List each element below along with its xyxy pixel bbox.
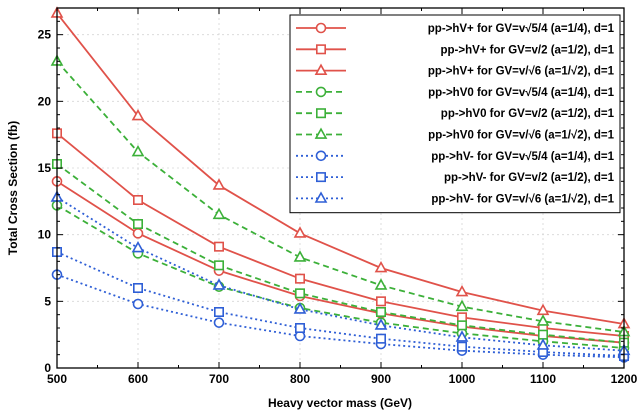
data-point-1-600 xyxy=(132,228,144,239)
legend-entry-2: pp->hV+ for GV=v/2 (a=1/2), d=1 xyxy=(296,44,615,56)
data-point-3-900 xyxy=(374,260,388,273)
legend-label-6: pp->hV0 for GV=v/√6 (a=1/√2), d=1 xyxy=(428,129,614,142)
data-point-9-800 xyxy=(293,302,307,314)
data-point-9-600 xyxy=(131,240,145,253)
legend-marker-2 xyxy=(315,44,326,55)
legend-marker-8 xyxy=(315,172,326,183)
legend-entry-4: pp->hV0 for GV=v√5/4 (a=1/4), d=1 xyxy=(296,86,615,99)
series-line-6 xyxy=(56,60,625,333)
x-tick-label-1200: 1200 xyxy=(611,372,638,386)
data-point-3-1100 xyxy=(536,303,550,316)
legend-label-5: pp->hV0 for GV=v/2 (a=1/2), d=1 xyxy=(441,108,615,120)
data-point-5-600 xyxy=(133,219,144,230)
y-tick-label-0: 0 xyxy=(44,361,51,375)
data-point-2-800 xyxy=(294,273,305,284)
x-tick-label-700: 700 xyxy=(209,372,229,386)
series-line-3 xyxy=(56,12,625,325)
legend-entry-5: pp->hV0 for GV=v/2 (a=1/2), d=1 xyxy=(296,108,615,120)
data-point-6-1000 xyxy=(455,299,469,312)
data-point-6-900 xyxy=(374,278,388,290)
series-line-2 xyxy=(56,132,625,337)
data-point-6-700 xyxy=(212,207,226,220)
legend-box xyxy=(289,14,621,214)
data-point-2-1000 xyxy=(456,312,467,323)
legend-marker-7 xyxy=(315,150,327,162)
x-axis-title: Heavy vector mass (GeV) xyxy=(268,396,412,410)
legend-marker-5 xyxy=(315,108,326,119)
legend: pp->hV+ for GV=v√5/4 (a=1/4), d=1 pp->hV+… xyxy=(289,14,621,214)
data-point-5-1000 xyxy=(456,320,467,331)
x-tick-label-600: 600 xyxy=(128,372,148,386)
legend-marker-3 xyxy=(314,63,328,75)
legend-entry-7: pp->hV- for GV=v√5/4 (a=1/4), d=1 xyxy=(296,150,615,163)
series-line-8 xyxy=(56,251,625,357)
data-point-9-1000 xyxy=(455,330,469,342)
data-point-8-700 xyxy=(214,306,225,317)
data-point-8-800 xyxy=(294,322,305,333)
legend-marker-6 xyxy=(314,127,328,139)
data-point-6-1100 xyxy=(536,314,550,326)
data-point-8-1000 xyxy=(456,341,467,352)
y-tick-label-15: 15 xyxy=(38,161,52,175)
data-point-3-800 xyxy=(293,226,307,238)
y-tick-label-20: 20 xyxy=(38,94,52,108)
data-point-5-700 xyxy=(214,260,225,271)
x-tick-label-500: 500 xyxy=(47,372,67,386)
legend-label-1: pp->hV+ for GV=v√5/4 (a=1/4), d=1 xyxy=(428,22,615,35)
legend-marker-9 xyxy=(314,191,328,203)
x-tick-labels: 500 600 700 800 900 1000 1100 1200 xyxy=(47,372,638,386)
data-point-3-700 xyxy=(212,178,226,190)
data-point-3-600 xyxy=(131,108,145,121)
legend-label-2: pp->hV+ for GV=v/2 (a=1/2), d=1 xyxy=(440,44,614,56)
legend-label-9: pp->hV- for GV=v/√6 (a=1/√2), d=1 xyxy=(431,192,614,205)
y-tick-label-10: 10 xyxy=(38,228,52,242)
series-line-5 xyxy=(56,163,625,344)
legend-entry-6: pp->hV0 for GV=v/√6 (a=1/√2), d=1 xyxy=(296,127,615,142)
y-axis-title: Total Cross Section (fb) xyxy=(6,121,20,255)
legend-entry-1: pp->hV+ for GV=v√5/4 (a=1/4), d=1 xyxy=(296,22,615,35)
legend-marker-4 xyxy=(315,86,327,98)
y-tick-label-25: 25 xyxy=(38,28,52,42)
data-point-2-900 xyxy=(375,296,386,307)
axis-ticks xyxy=(56,8,625,369)
legend-label-4: pp->hV0 for GV=v√5/4 (a=1/4), d=1 xyxy=(428,86,615,99)
series-9-pp-hv-for-gv-v-6-a-1-2-d-1 xyxy=(50,190,631,356)
y-tick-labels: 0 5 10 15 20 25 xyxy=(38,28,52,375)
series-line-9 xyxy=(56,196,625,352)
data-point-3-1000 xyxy=(455,284,469,297)
legend-entry-8: pp->hV- for GV=v/2 (a=1/2), d=1 xyxy=(296,172,615,184)
data-point-2-600 xyxy=(133,195,144,206)
series-line-7 xyxy=(56,273,625,359)
x-tick-label-1100: 1100 xyxy=(530,372,556,386)
legend-label-7: pp->hV- for GV=v√5/4 (a=1/4), d=1 xyxy=(431,150,614,163)
data-point-9-900 xyxy=(374,318,388,330)
data-point-5-900 xyxy=(375,306,386,317)
legend-label-3: pp->hV+ for GV=v/√6 (a=1/√2), d=1 xyxy=(428,65,615,78)
legend-entry-9: pp->hV- for GV=v/√6 (a=1/√2), d=1 xyxy=(296,191,615,205)
data-point-9-1100 xyxy=(536,338,550,350)
series-line-1 xyxy=(56,180,625,344)
data-point-5-800 xyxy=(294,288,305,299)
legend-marker-1 xyxy=(315,22,327,34)
data-point-5-1100 xyxy=(537,329,548,340)
data-point-7-700 xyxy=(213,317,225,328)
data-point-6-600 xyxy=(131,144,145,157)
legend-label-8: pp->hV- for GV=v/2 (a=1/2), d=1 xyxy=(444,172,615,184)
data-point-8-600 xyxy=(133,282,144,293)
data-point-2-700 xyxy=(214,241,225,252)
x-tick-label-1000: 1000 xyxy=(449,372,476,386)
x-tick-label-800: 800 xyxy=(290,372,310,386)
x-tick-label-900: 900 xyxy=(371,372,391,386)
data-point-9-700 xyxy=(212,278,226,290)
data-point-8-900 xyxy=(375,333,386,344)
data-point-6-800 xyxy=(293,250,307,262)
data-point-7-600 xyxy=(132,298,144,310)
y-tick-label-5: 5 xyxy=(44,294,51,308)
legend-entry-3: pp->hV+ for GV=v/√6 (a=1/√2), d=1 xyxy=(296,63,615,78)
